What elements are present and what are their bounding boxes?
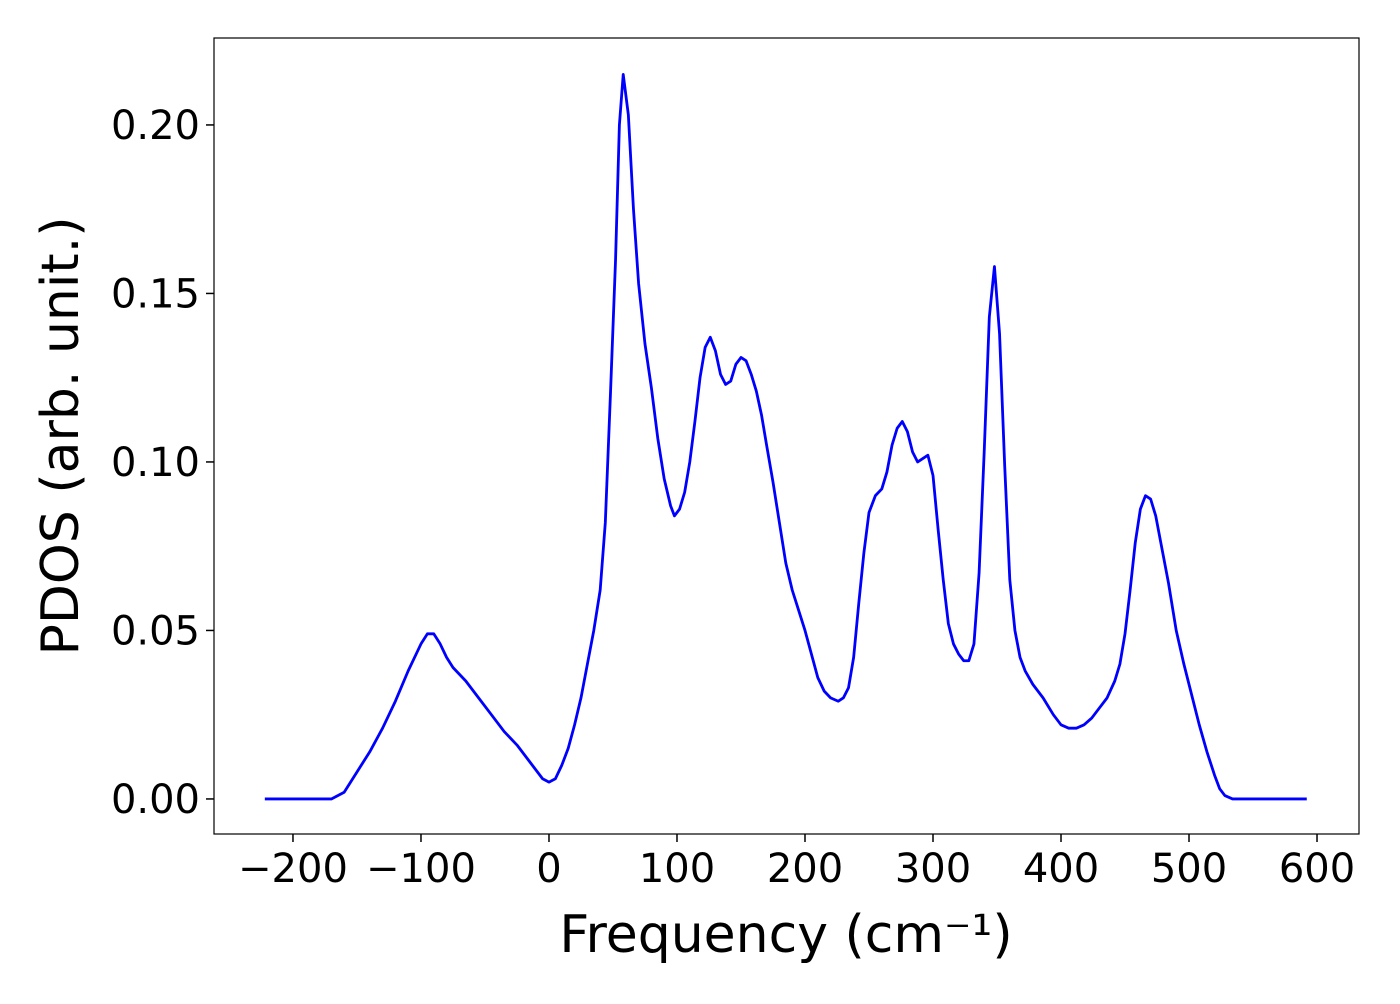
x-tick-label: 200 [767,846,843,892]
y-tick-label: 0.00 [111,777,200,823]
y-tick-label: 0.20 [111,103,200,149]
x-tick-label: −200 [238,846,348,892]
x-tick-label: 300 [895,846,971,892]
x-axis-label: Frequency (cm⁻¹) [559,905,1012,965]
y-axis-label: PDOS (arb. unit.) [31,216,91,655]
plot-frame [213,37,1360,835]
data-line [264,73,1307,801]
y-tick-label: 0.10 [111,440,200,486]
x-tick-label: 100 [639,846,715,892]
x-tick-label: 0 [536,846,561,892]
x-tick-label: 400 [1023,846,1099,892]
x-tick-label: −100 [366,846,476,892]
y-tick-label: 0.15 [111,271,200,317]
x-tick-label: 500 [1151,846,1227,892]
x-tick-label: 600 [1279,846,1355,892]
y-tick-label: 0.05 [111,608,200,654]
